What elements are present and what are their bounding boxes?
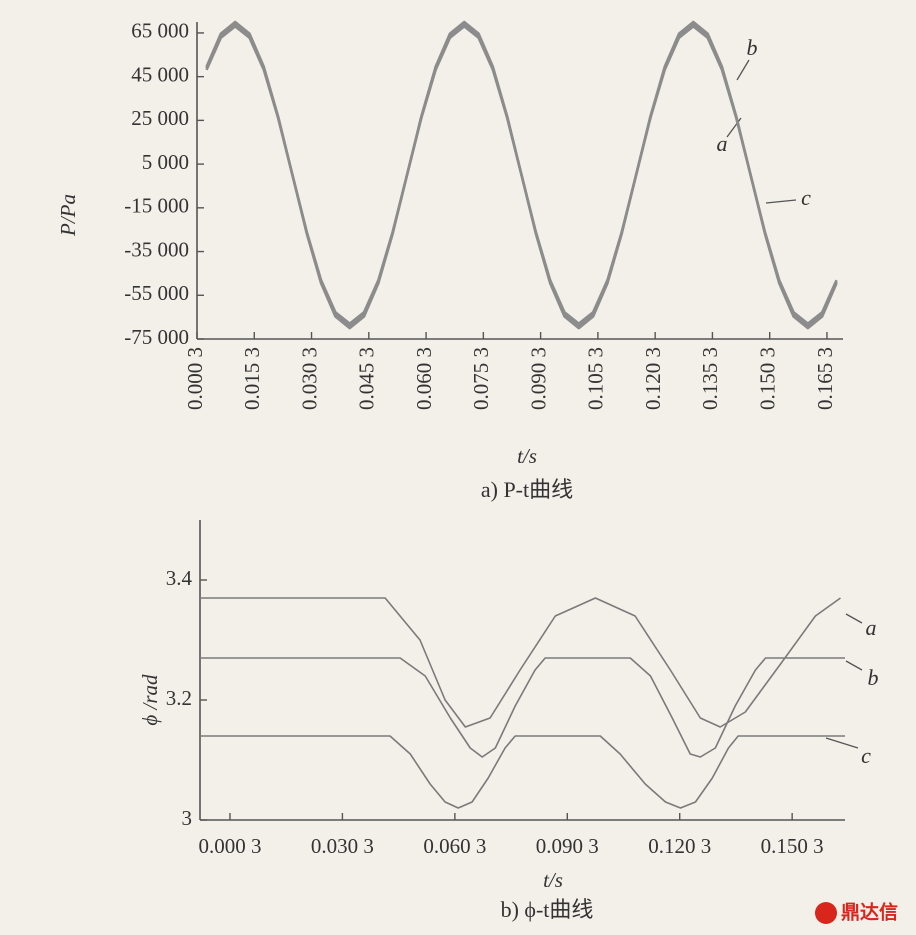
x-tick-label: 0.150 3 — [756, 347, 780, 410]
y-tick-label: -55 000 — [124, 281, 189, 305]
series-leader — [765, 199, 797, 204]
y-tick-label: -15 000 — [124, 194, 189, 218]
y-tick-label: 5 000 — [142, 150, 189, 174]
y-tick-label: 65 000 — [131, 19, 189, 43]
series-line — [200, 597, 841, 728]
watermark: 鼎达信 — [841, 901, 898, 924]
y-axis-label: P/Pa — [56, 194, 80, 237]
x-tick-label: 0.030 3 — [311, 834, 374, 858]
x-axis-label: t/s — [543, 868, 563, 892]
series-label: c — [801, 185, 811, 210]
x-tick-label: 0.015 3 — [240, 347, 264, 410]
series-leader — [726, 117, 742, 138]
x-tick-label: 0.135 3 — [698, 347, 722, 410]
x-tick-label: 0.090 3 — [526, 347, 550, 410]
x-tick-label: 0.000 3 — [183, 347, 207, 410]
x-tick-label: 0.120 3 — [641, 347, 665, 410]
series-line — [200, 657, 845, 758]
x-tick-label: 0.105 3 — [584, 347, 608, 410]
x-tick-label: 0.060 3 — [423, 834, 486, 858]
series-line — [205, 25, 838, 325]
x-tick-label: 0.060 3 — [412, 347, 436, 410]
x-tick-label: 0.150 3 — [761, 834, 824, 858]
x-tick-label: 0.165 3 — [813, 347, 837, 410]
series-leader — [845, 613, 863, 624]
y-tick-label: -35 000 — [124, 237, 189, 261]
y-tick-label: 45 000 — [131, 62, 189, 86]
x-tick-label: 0.120 3 — [648, 834, 711, 858]
x-tick-label: 0.045 3 — [355, 347, 379, 410]
y-tick-label: 3.4 — [166, 566, 193, 590]
x-tick-label: 0.030 3 — [297, 347, 321, 410]
watermark-icon — [815, 902, 837, 924]
series-label: a — [717, 131, 728, 156]
series-line — [200, 735, 845, 809]
x-tick-label: 0.000 3 — [198, 834, 261, 858]
y-tick-label: 3.2 — [166, 686, 192, 710]
y-axis-label: ϕ /rad — [138, 674, 162, 726]
series-leader — [825, 737, 859, 749]
chart-caption: b) ϕ-t曲线 — [501, 897, 594, 922]
y-tick-label: 3 — [182, 806, 193, 830]
series-label: b — [868, 665, 879, 690]
series-label: a — [866, 615, 877, 640]
x-tick-label: 0.090 3 — [536, 834, 599, 858]
y-tick-label: 25 000 — [131, 106, 189, 130]
series-label: c — [861, 743, 871, 768]
series-leader — [845, 660, 863, 671]
chart-caption: a) P-t曲线 — [481, 477, 573, 502]
x-axis-label: t/s — [517, 444, 537, 468]
series-label: b — [747, 35, 758, 60]
series-leader — [736, 59, 750, 81]
y-tick-label: -75 000 — [124, 325, 189, 349]
x-tick-label: 0.075 3 — [469, 347, 493, 410]
